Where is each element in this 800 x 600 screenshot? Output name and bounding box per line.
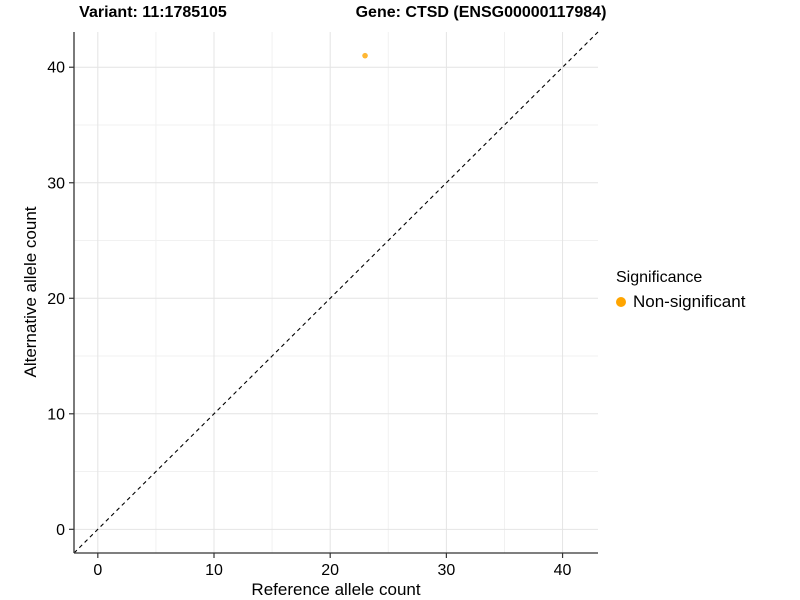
gene-title: Gene: CTSD (ENSG00000117984) <box>355 4 607 21</box>
x-tick-label: 20 <box>321 562 339 579</box>
y-axis-title: Alternative allele count <box>21 206 40 378</box>
x-tick-label: 30 <box>437 562 455 579</box>
y-tick-label: 30 <box>47 175 65 192</box>
y-tick-label: 40 <box>47 60 65 77</box>
variant-title: Variant: 11:1785105 <box>79 4 227 21</box>
x-tick-label: 40 <box>554 562 572 579</box>
identity-line <box>73 31 599 554</box>
legend-entry: Non-significant <box>616 292 745 312</box>
x-tick-label: 0 <box>93 562 102 579</box>
data-point <box>362 52 368 59</box>
y-tick-label: 10 <box>47 406 65 423</box>
x-tick-label: 10 <box>205 562 223 579</box>
legend-title: Significance <box>616 269 703 286</box>
x-axis-title: Reference allele count <box>251 580 421 599</box>
y-tick-label: 20 <box>47 291 65 308</box>
y-tick-label: 0 <box>56 522 65 539</box>
legend: Significance Non-significant <box>616 269 745 312</box>
legend-point-icon <box>616 297 626 307</box>
legend-entry-label: Non-significant <box>633 292 746 311</box>
plot-panel: 0 10 20 30 40 0 10 20 30 40 <box>47 31 599 579</box>
